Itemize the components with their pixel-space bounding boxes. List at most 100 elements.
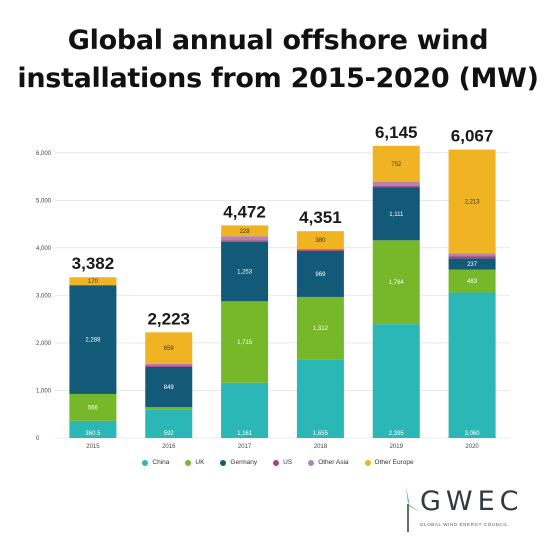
bar-segment-uk [69,393,117,421]
segment-value-label: 1,764 [389,280,405,286]
bar-total-label: 2,223 [147,309,190,328]
x-tick-label: 2017 [238,444,252,450]
y-tick-label: 3,000 [36,293,52,299]
bar-segment-other-asia [145,363,193,366]
bar-segment-germany [296,250,344,297]
y-tick-label: 6,000 [36,151,52,157]
segment-value-label: 1,111 [389,212,404,218]
segment-value-label: 969 [315,272,326,278]
y-tick-label: 1,000 [36,388,52,394]
x-tick-label: 2016 [162,444,176,450]
stacked-bar-chart: 0 1,000 2,000 3,000 4,000 5,000 6,000 360.5 566 2… [36,123,510,450]
bar-segment-uk [221,301,269,383]
x-tick-label: 2019 [390,444,404,450]
logo-wordmark: GWEC [420,486,524,517]
bar-segment-china [448,292,496,438]
segment-value-label: 2,288 [85,338,101,344]
bar-total-label: 6,067 [451,127,494,146]
segment-value-label: 1,312 [313,326,329,332]
legend-item: UK [185,459,204,466]
legend-label: UK [195,459,205,466]
y-tick-label: 2,000 [36,341,52,347]
bar-total-label: 6,145 [375,123,418,142]
legend-swatch [273,459,280,466]
y-tick-label: 5,000 [36,198,52,204]
segment-value-label: 566 [88,405,99,411]
bar-segment-china [69,420,117,438]
segment-value-label: 1,253 [237,269,253,275]
bar-segment-germany [372,187,420,241]
x-tick-label: 2015 [86,444,100,450]
segment-value-label: 1,655 [313,431,329,437]
y-tick-label: 0 [36,436,40,442]
bar-segment-other-asia [372,181,420,187]
legend-item: Germany [220,459,257,466]
bar-segment-other-europe [296,231,344,250]
bar-total-label: 4,351 [299,208,342,227]
bar-segment-uk [296,296,344,360]
bar-total-label: 4,472 [223,202,266,221]
legend-label: Germany [230,459,258,466]
bar-segment-germany [145,366,193,408]
segment-value-label: 849 [164,385,175,391]
legend-label: China [152,459,170,466]
segment-value-label: 659 [164,346,175,352]
bar-segment-other-europe [69,277,117,286]
bar-segment-us [145,365,193,367]
legend-swatch [142,459,149,466]
bar-segment-us [221,240,269,242]
bar-segment-uk [372,240,420,325]
x-tick-label: 2020 [465,444,479,450]
bar-segment-china [372,324,420,438]
chart-legend: China UK Germany US Other Asia Other Europe [0,459,556,466]
legend-label: Other Asia [318,459,349,466]
bar-segment-germany [221,241,269,302]
bar-segment-us [372,186,420,188]
legend-label: US [283,459,293,466]
legend-swatch [220,459,227,466]
bar-segment-us [448,256,496,259]
legend-label: Other Europe [374,459,414,466]
bar-segment-other-europe [221,225,269,237]
legend-item: Other Europe [364,459,414,466]
bar-segment-germany [448,258,496,270]
bar-total-label: 3,382 [72,254,115,273]
legend-item: China [142,459,169,466]
segment-value-label: 483 [467,279,478,285]
segment-value-label: 752 [391,162,402,168]
bar-segment-uk [448,269,496,293]
x-tick-label: 2018 [314,444,328,450]
segment-value-label: 1,715 [237,340,253,346]
bar-segment-china [221,382,269,438]
bar-segment-uk [145,407,193,410]
bar-segment-germany [69,285,117,394]
segment-value-label: 237 [467,262,478,268]
segment-value-label: 592 [164,431,175,437]
bar-segment-other-asia [448,253,496,257]
gwec-logo: GWEC GLOBAL WIND ENERGY COUNCIL [396,484,536,546]
chart-title-line-2: installations from 2015-2020 (MW) [17,63,539,94]
segment-value-label: 170 [88,279,99,285]
wind-turbine-icon [397,486,420,532]
chart-title-line-1: Global annual offshore wind [67,25,489,56]
segment-value-label: 380 [315,238,326,244]
logo-tagline: GLOBAL WIND ENERGY COUNCIL [420,522,509,527]
segment-value-label: 360.5 [85,431,101,437]
bar-segment-china [296,359,344,438]
legend-item: US [273,459,292,466]
legend-item: Other Asia [308,459,349,466]
bar-segment-other-europe [372,145,420,182]
y-tick-label: 4,000 [36,246,52,252]
chart-title: Global annual offshore wind installation… [0,22,556,98]
segment-value-label: 3,060 [465,431,481,437]
segment-value-label: 2,395 [389,431,405,437]
bar-segment-china [145,409,193,438]
legend-swatch [185,459,192,466]
segment-value-label: 1,161 [237,431,253,437]
bar-segment-other-asia [221,236,269,241]
bar-segment-other-europe [448,149,496,254]
bar-segment-us [296,249,344,251]
bar-segment-other-europe [145,332,193,364]
legend-swatch [364,459,371,466]
legend-swatch [308,459,315,466]
